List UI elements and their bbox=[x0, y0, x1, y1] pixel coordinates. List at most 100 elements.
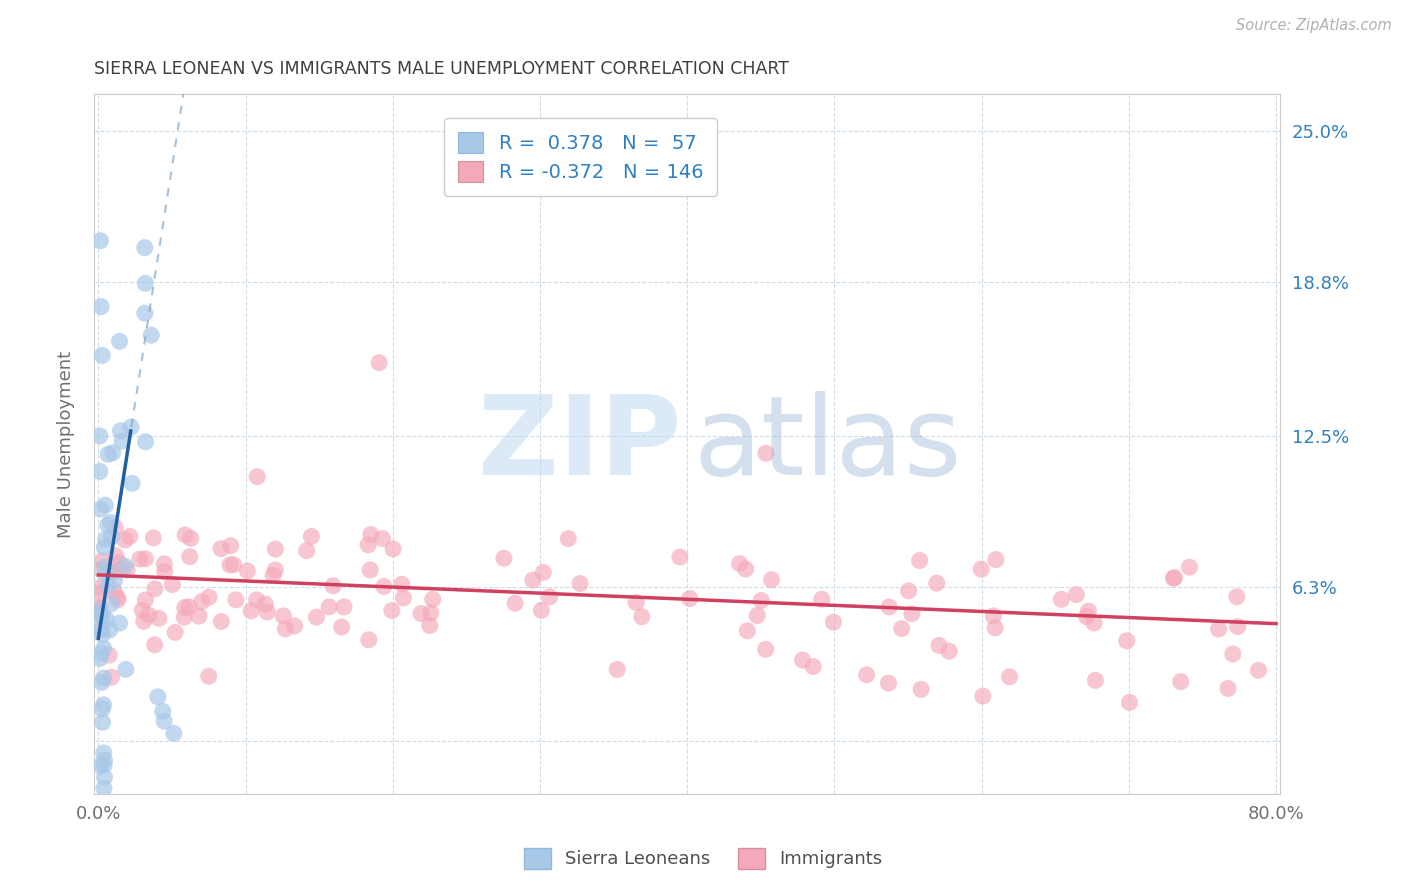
Point bbox=[93, 753, 115, 767]
Point bbox=[90, 675, 112, 690]
Point bbox=[94, 498, 117, 512]
Point bbox=[91, 715, 114, 730]
Point bbox=[114, 533, 136, 547]
Point bbox=[107, 592, 129, 607]
Point bbox=[755, 446, 778, 460]
Point bbox=[734, 562, 756, 576]
Point bbox=[254, 597, 277, 611]
Point bbox=[209, 541, 232, 556]
Point bbox=[89, 234, 111, 248]
Point bbox=[422, 592, 444, 607]
Point bbox=[91, 609, 114, 624]
Point bbox=[391, 577, 413, 591]
Point bbox=[91, 348, 114, 362]
Point bbox=[100, 670, 122, 684]
Point bbox=[98, 566, 121, 580]
Point bbox=[984, 621, 1007, 635]
Point bbox=[910, 682, 932, 697]
Point bbox=[100, 597, 122, 611]
Point bbox=[153, 557, 176, 571]
Text: ZIP: ZIP bbox=[478, 391, 682, 498]
Point bbox=[165, 625, 187, 640]
Point bbox=[747, 608, 769, 623]
Point bbox=[761, 573, 783, 587]
Point bbox=[877, 599, 900, 614]
Point bbox=[91, 702, 114, 716]
Point bbox=[322, 579, 344, 593]
Point bbox=[174, 528, 197, 542]
Point bbox=[90, 646, 112, 660]
Point bbox=[503, 596, 526, 610]
Point bbox=[240, 604, 263, 618]
Point bbox=[1247, 663, 1270, 677]
Point bbox=[98, 648, 121, 662]
Point bbox=[373, 580, 395, 594]
Point bbox=[114, 559, 136, 574]
Point bbox=[146, 690, 169, 704]
Point bbox=[89, 601, 111, 615]
Point bbox=[134, 306, 156, 320]
Point bbox=[100, 516, 122, 530]
Point bbox=[225, 592, 247, 607]
Point bbox=[419, 618, 441, 632]
Legend: R =  0.378   N =  57, R = -0.372   N = 146: R = 0.378 N = 57, R = -0.372 N = 146 bbox=[444, 118, 717, 195]
Point bbox=[236, 564, 259, 578]
Point bbox=[209, 615, 232, 629]
Point bbox=[118, 529, 141, 543]
Point bbox=[246, 469, 269, 483]
Point bbox=[100, 565, 122, 579]
Point bbox=[897, 583, 920, 598]
Point bbox=[983, 608, 1005, 623]
Point bbox=[246, 592, 269, 607]
Point bbox=[143, 582, 166, 596]
Point bbox=[148, 611, 170, 625]
Point bbox=[522, 573, 544, 587]
Point bbox=[101, 446, 124, 460]
Point bbox=[305, 610, 328, 624]
Point bbox=[392, 591, 415, 605]
Point bbox=[89, 502, 111, 516]
Point bbox=[152, 705, 174, 719]
Point bbox=[1216, 681, 1239, 696]
Point bbox=[108, 334, 131, 349]
Point bbox=[115, 662, 138, 676]
Point bbox=[877, 676, 900, 690]
Point bbox=[669, 549, 692, 564]
Point bbox=[94, 566, 117, 581]
Point bbox=[538, 590, 561, 604]
Point bbox=[111, 434, 134, 449]
Point bbox=[606, 662, 628, 676]
Point bbox=[359, 563, 381, 577]
Point bbox=[264, 563, 287, 577]
Point bbox=[89, 600, 111, 615]
Point bbox=[121, 476, 143, 491]
Point bbox=[984, 552, 1007, 566]
Point bbox=[901, 607, 924, 621]
Point bbox=[89, 586, 111, 600]
Point bbox=[100, 530, 122, 544]
Point bbox=[90, 554, 112, 568]
Point bbox=[755, 642, 778, 657]
Point bbox=[104, 521, 127, 535]
Point bbox=[925, 576, 948, 591]
Point bbox=[908, 553, 931, 567]
Point bbox=[138, 608, 160, 623]
Point bbox=[630, 609, 652, 624]
Point bbox=[89, 581, 111, 595]
Point bbox=[108, 616, 131, 631]
Point bbox=[188, 609, 211, 624]
Point bbox=[128, 552, 150, 566]
Point bbox=[928, 639, 950, 653]
Point bbox=[728, 557, 751, 571]
Y-axis label: Male Unemployment: Male Unemployment bbox=[58, 351, 75, 538]
Point bbox=[679, 591, 702, 606]
Point bbox=[222, 558, 245, 572]
Point bbox=[190, 595, 212, 609]
Point bbox=[163, 726, 186, 740]
Point bbox=[299, 529, 322, 543]
Point bbox=[318, 599, 340, 614]
Text: SIERRA LEONEAN VS IMMIGRANTS MALE UNEMPLOYMENT CORRELATION CHART: SIERRA LEONEAN VS IMMIGRANTS MALE UNEMPL… bbox=[94, 60, 789, 78]
Point bbox=[90, 562, 112, 576]
Point bbox=[569, 576, 592, 591]
Point bbox=[792, 653, 814, 667]
